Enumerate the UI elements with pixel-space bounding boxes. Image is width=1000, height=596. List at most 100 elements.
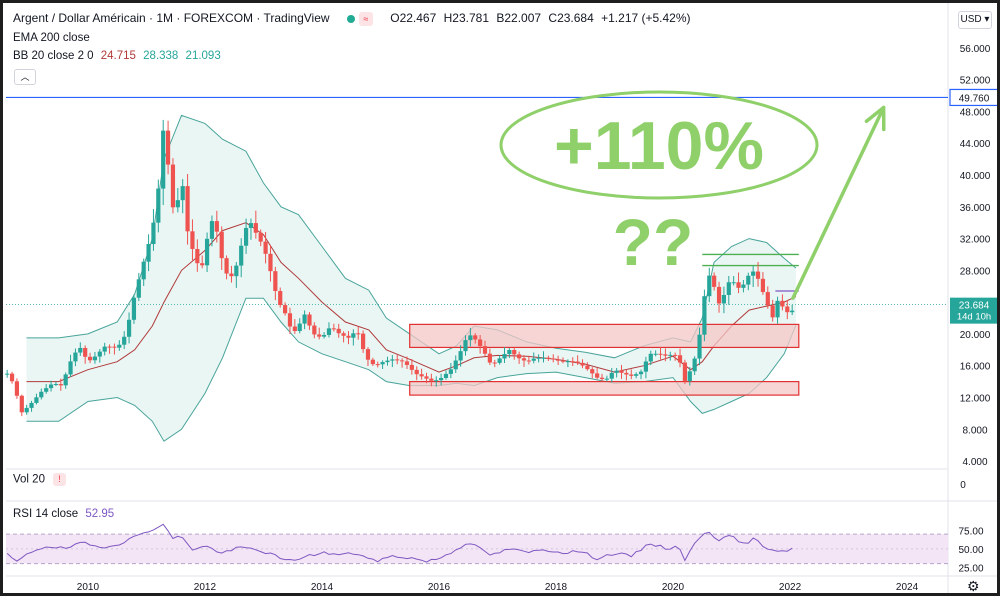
candle-body: [677, 355, 683, 363]
y-tick-label: 16.000: [960, 362, 991, 373]
candle-body: [175, 200, 180, 208]
gear-icon[interactable]: ⚙: [967, 578, 980, 594]
hline-price-text: 49.760: [959, 93, 990, 104]
warning-icon[interactable]: !: [52, 473, 66, 486]
candle-body: [697, 334, 702, 359]
bollinger-basis-line: [26, 222, 797, 383]
candle-body: [507, 349, 512, 355]
candle-body: [278, 291, 283, 306]
change-value: +1.217 (+5.42%): [601, 11, 691, 25]
chart-canvas[interactable]: 56.000 52.000 48.000 44.000 40.000 36.000 32.0…: [3, 3, 1000, 596]
candle-body: [224, 258, 229, 274]
candle-body: [170, 164, 176, 208]
candle-body: [258, 232, 263, 242]
candle-body: [131, 297, 137, 320]
candle-body: [151, 222, 156, 245]
currency-selector[interactable]: USD ▾: [958, 11, 992, 29]
candle-body: [268, 253, 273, 272]
candle-body: [400, 360, 405, 362]
candle-body: [346, 335, 351, 338]
candle-body: [370, 359, 375, 365]
candle-body: [263, 241, 268, 254]
y-tick-label: 20.000: [960, 330, 991, 341]
wave-icon[interactable]: ≈: [358, 11, 373, 26]
candle-body: [390, 359, 395, 361]
candle-body: [624, 372, 629, 375]
bb-legend[interactable]: BB 20 close 2 0 24.715 28.338 21.093: [13, 50, 221, 62]
rsi-tick-label: 75.00: [958, 526, 983, 537]
candle-body: [243, 227, 249, 246]
volume-legend[interactable]: Vol 20!: [13, 473, 66, 486]
candle-body: [517, 354, 522, 359]
candle-body: [209, 221, 215, 239]
candle-body: [575, 361, 580, 363]
support-zone: [409, 380, 800, 396]
candle-body: [770, 305, 775, 318]
candle-body: [356, 333, 361, 335]
candle-body: [648, 353, 653, 362]
ema-legend[interactable]: EMA 200 close: [13, 32, 90, 44]
rsi-legend[interactable]: RSI 14 close 52.95: [13, 508, 114, 520]
candle-body: [351, 333, 356, 338]
candle-body: [146, 244, 151, 262]
symbol-legend[interactable]: Argent / Dollar Américain · 1M · FOREXCO…: [13, 11, 695, 26]
candle-body: [117, 344, 122, 348]
bb-label: BB 20 close 2 0: [13, 50, 94, 62]
candle-body: [385, 360, 390, 363]
candle-body: [643, 361, 648, 372]
candle-body: [541, 357, 546, 359]
y-tick-label: 4.000: [962, 457, 987, 468]
candle-body: [653, 353, 658, 355]
candle-body: [53, 384, 59, 386]
candle-body: [307, 314, 312, 326]
candle-body: [126, 319, 132, 337]
rsi-tick-label: 25.00: [958, 563, 983, 574]
candle-body: [478, 339, 483, 347]
candle-body: [590, 369, 595, 374]
candle-body: [39, 391, 44, 398]
candle-body: [609, 372, 614, 379]
candle-body: [721, 294, 727, 304]
candle-body: [536, 357, 541, 359]
candle-body: [68, 361, 73, 375]
candle-body: [122, 336, 127, 345]
candle-body: [409, 364, 414, 370]
hline-price-tag: [949, 88, 997, 107]
candle-body: [73, 352, 78, 362]
candle-body: [282, 305, 288, 314]
candle-body: [234, 265, 239, 277]
y-tick-label: 8.000: [962, 425, 987, 436]
y-tick-label: 44.000: [960, 139, 991, 150]
candle-body: [200, 263, 205, 266]
bb-lower-value: 21.093: [185, 50, 221, 62]
y-tick-label: 40.000: [960, 171, 991, 182]
candle-body: [297, 323, 302, 332]
candle-body: [239, 245, 244, 266]
candle-body: [112, 346, 117, 348]
countdown-text: 14d 10h: [957, 312, 991, 323]
candle-body: [619, 370, 624, 373]
candle-body: [292, 326, 297, 332]
chevron-up-icon[interactable]: ︿: [14, 69, 36, 85]
x-tick-label: 2024: [896, 582, 919, 593]
target-arrow-head: [864, 105, 886, 132]
candle-body: [560, 360, 566, 362]
candle-body: [775, 300, 780, 318]
close-value: C23.684: [548, 11, 594, 25]
candle-body: [287, 313, 293, 327]
y-tick-label: 28.000: [960, 266, 991, 277]
symbol-title[interactable]: Argent / Dollar Américain · 1M · FOREXCO…: [13, 11, 330, 25]
candle-body: [219, 231, 224, 259]
x-tick-label: 2020: [662, 582, 685, 593]
candle-body: [482, 346, 488, 354]
candle-body: [526, 360, 531, 362]
candle-body: [185, 186, 190, 232]
candle-body: [604, 378, 609, 380]
candle-body: [458, 351, 463, 361]
candle-body: [658, 353, 663, 355]
high-value: H23.781: [443, 11, 489, 25]
candle-body: [214, 221, 219, 232]
candle-body: [5, 373, 10, 375]
candle-body: [92, 356, 98, 361]
candle-body: [790, 310, 795, 313]
